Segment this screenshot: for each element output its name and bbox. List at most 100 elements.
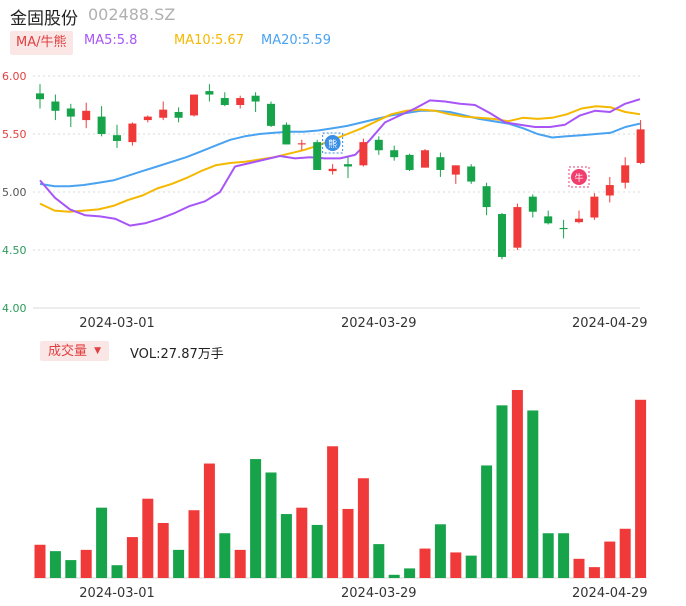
volume-bar [481, 465, 493, 578]
volume-bar [49, 551, 61, 578]
volume-bar [404, 568, 416, 578]
volume-bar [96, 507, 108, 578]
candle-body [66, 108, 75, 117]
volume-bar [311, 524, 323, 578]
volume-bar [604, 541, 616, 578]
volume-bar [296, 507, 308, 578]
candle-body [374, 139, 383, 151]
volume-bar [142, 498, 154, 578]
ma10-label: MA10:5.67 [174, 33, 244, 48]
volume-bar [34, 544, 46, 578]
price-tick-label: 5.50 [2, 128, 27, 141]
candle-body [421, 150, 429, 168]
ma5-label: MA5:5.8 [84, 33, 138, 48]
candle-body [36, 93, 44, 100]
volume-bar [65, 560, 77, 578]
price-x-tick-label: 2024-03-01 [79, 316, 155, 331]
candle-body [590, 196, 599, 218]
volume-bar [80, 549, 92, 578]
candle-body [113, 135, 121, 141]
ma-bull-bear-button[interactable]: MA/牛熊 [10, 31, 73, 55]
volume-bar [511, 390, 523, 578]
volume-bar [126, 537, 138, 578]
candle-body [451, 165, 460, 175]
volume-x-tick-label: 2024-03-01 [79, 586, 155, 601]
bull-badge-icon-glyph: 牛 [574, 172, 583, 184]
volume-value: VOL:27.87万手 [130, 347, 224, 362]
volume-bar [357, 478, 369, 578]
candle-body [267, 103, 275, 126]
volume-bar [558, 533, 570, 578]
price-tick-label: 4.50 [2, 244, 27, 257]
ma20-line [39, 109, 641, 188]
candle-body [128, 123, 137, 143]
volume-bar [203, 463, 215, 578]
candle-body [143, 116, 152, 121]
candle-body [605, 185, 614, 196]
volume-bar [465, 555, 477, 578]
volume-bar [250, 459, 262, 578]
ma10-line [39, 105, 641, 213]
candle-body [174, 111, 183, 118]
candle-body [220, 98, 229, 105]
candle-body [575, 218, 583, 223]
candle-body [544, 216, 553, 224]
bear-badge-icon-glyph: 熊 [328, 138, 337, 150]
candle-body [328, 168, 337, 172]
volume-bar [450, 552, 462, 578]
volume-bar [542, 533, 554, 578]
price-x-tick-label: 2024-04-29 [572, 316, 648, 331]
stock-name: 金固股份 [10, 9, 78, 29]
volume-bar [419, 548, 431, 578]
caret-down-icon: ▼ [94, 346, 102, 356]
bull-badge-icon [571, 169, 587, 185]
candle-body [390, 150, 399, 158]
stock-code: 002488.SZ [88, 5, 176, 24]
candle-body [498, 214, 506, 257]
volume-bar [373, 544, 385, 578]
price-x-tick-label: 2024-03-29 [341, 316, 417, 331]
candle-body [344, 164, 352, 167]
volume-bar [588, 567, 600, 578]
volume-bar [496, 405, 508, 578]
candle-body [297, 143, 306, 145]
volume-x-tick-label: 2024-03-29 [341, 586, 417, 601]
volume-x-tick-label: 2024-04-29 [572, 586, 648, 601]
candle-body [236, 98, 245, 105]
candle-body [97, 116, 106, 134]
candle-body [528, 196, 537, 212]
volume-bar [157, 523, 169, 578]
volume-bar [434, 524, 446, 578]
volume-bar [234, 549, 246, 578]
bear-badge-icon [324, 135, 341, 151]
volume-bar [527, 410, 539, 578]
ma5-line [39, 98, 641, 227]
candle-body [436, 157, 445, 170]
volume-bar [219, 533, 231, 578]
price-tick-label: 6.00 [2, 70, 27, 83]
candle-body [205, 91, 214, 95]
candle-body [159, 109, 168, 118]
volume-bar [342, 508, 354, 578]
volume-bar [280, 514, 292, 578]
candle-body [51, 101, 60, 111]
price-tick-label: 5.00 [2, 186, 27, 199]
volume-bar [573, 558, 585, 578]
candle-body [190, 94, 198, 116]
volume-indicator-button[interactable]: 成交量 ▼ [40, 341, 110, 361]
volume-bar [327, 446, 339, 578]
ma20-label: MA20:5.59 [261, 33, 331, 48]
bear-badge-icon-frame [322, 132, 344, 154]
volume-bar [265, 472, 277, 578]
candle-body [82, 110, 91, 121]
candle-body [636, 129, 645, 163]
candle-body [359, 142, 368, 166]
candle-body [282, 124, 291, 145]
price-tick-label: 4.00 [2, 302, 27, 315]
volume-bar [635, 399, 647, 578]
candle-body [482, 186, 491, 208]
candle-body [467, 166, 476, 182]
volume-bar [188, 510, 200, 578]
volume-bar [111, 565, 123, 578]
